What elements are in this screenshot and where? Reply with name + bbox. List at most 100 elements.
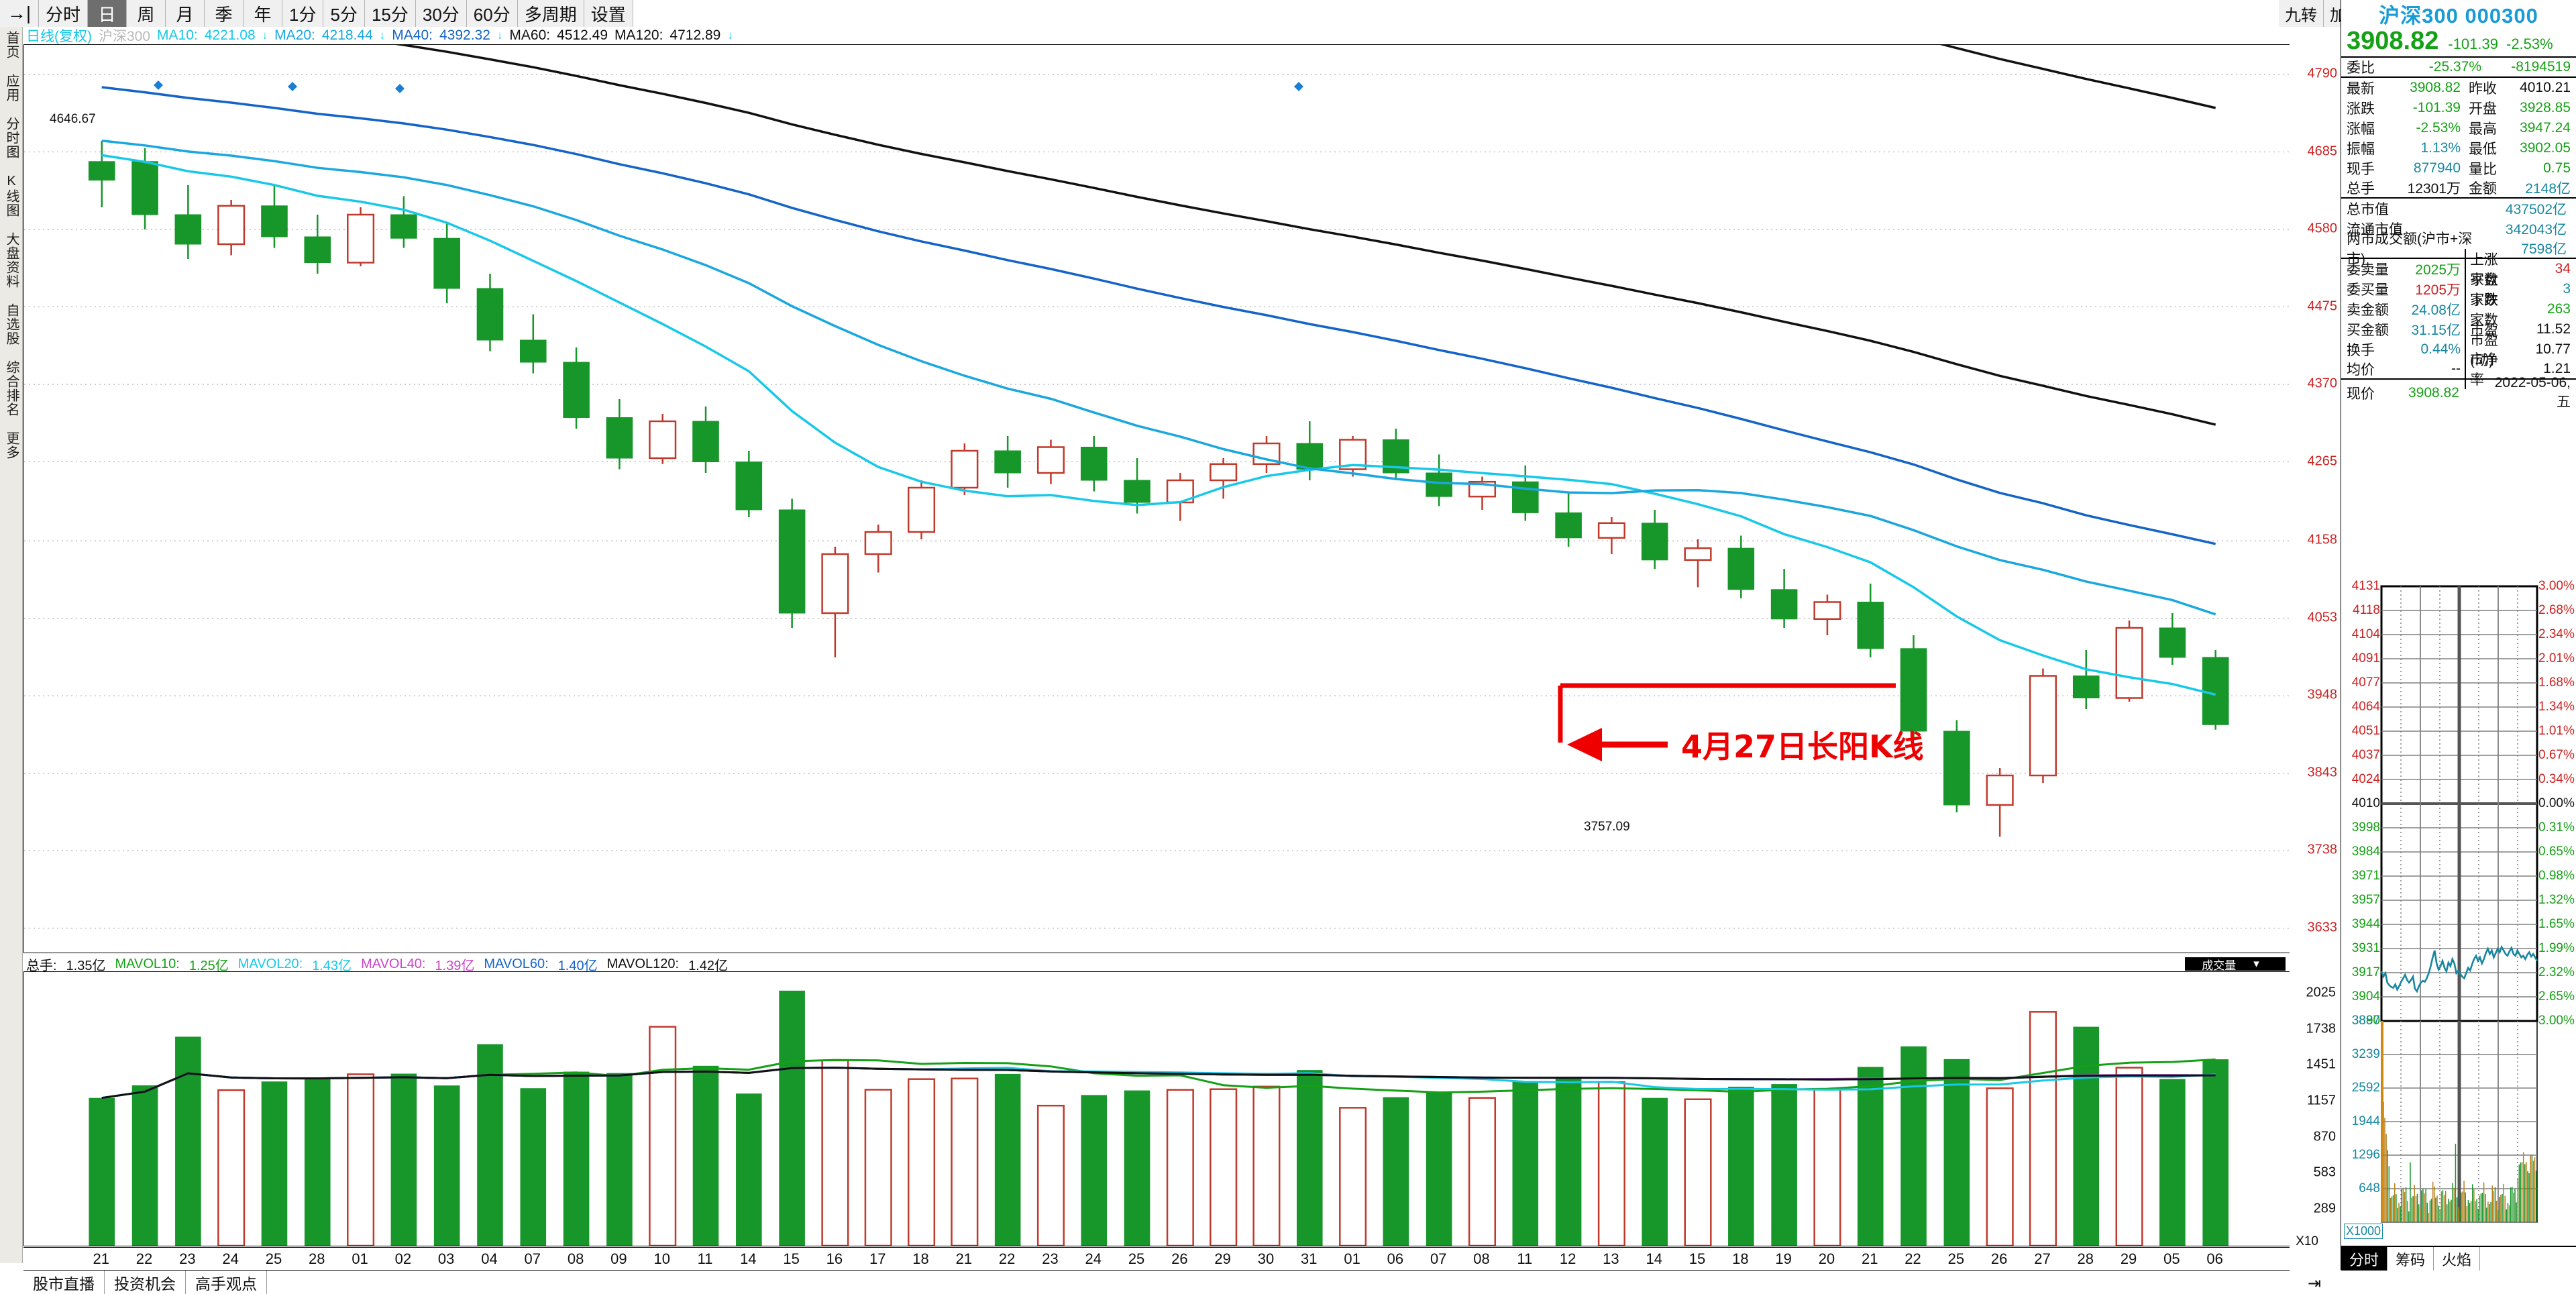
tab-monthly[interactable]: 月 <box>166 0 205 27</box>
quote-row-weibi: 委比 -25.37% -8194519 <box>2341 58 2576 78</box>
volume-axis-label: 1738 <box>2306 1021 2337 1036</box>
quote-value-buyamt: 31.15亿 <box>2411 323 2461 338</box>
price-axis-label: 3948 <box>2307 687 2338 702</box>
bottom-tab-bar: 股市直播 投资机会 高手观点 <box>23 1270 2290 1294</box>
quote-row-floatcap: 流通市值 342043亿 <box>2341 219 2576 239</box>
intraday-percent-label: 1.01% <box>2538 724 2575 738</box>
tab-weekly[interactable]: 周 <box>127 0 166 27</box>
quote-value-floatcap: 342043亿 <box>2505 222 2567 237</box>
nine-turn-button[interactable]: 九转 <box>2279 0 2324 27</box>
chevron-down-icon: ▾ <box>2253 957 2259 970</box>
intraday-volume-label: 3887 <box>2351 1014 2380 1028</box>
date-axis-label: 01 <box>352 1250 368 1267</box>
quote-tab-chips[interactable]: 筹码 <box>2387 1247 2434 1271</box>
ma20-label: MA20: <box>274 28 315 43</box>
volume-chart-pane[interactable] <box>23 971 2290 1246</box>
mavol20-label: MAVOL20: <box>237 956 303 971</box>
tab-market-live[interactable]: 股市直播 <box>23 1271 105 1294</box>
tab-settings[interactable]: 设置 <box>584 0 633 27</box>
quote-row-change: 涨跌 -101.39 开盘 3928.85 <box>2341 98 2576 118</box>
date-axis-label: 02 <box>394 1250 412 1267</box>
price-chart-pane[interactable]: 4646.67 3757.09 4月27日长阳K线 <box>23 44 2290 953</box>
quote-value-buyvol: 1205万 <box>2415 282 2461 298</box>
intraday-percent-label: 0.67% <box>2538 748 2575 762</box>
date-axis-label: 14 <box>1646 1250 1662 1267</box>
quote-tab-intraday[interactable]: 分时 <box>2341 1247 2388 1271</box>
quote-row-latest: 最新 3908.82 昨收 4010.21 <box>2341 78 2576 98</box>
tab-expert-view[interactable]: 高手观点 <box>186 1271 267 1294</box>
quote-key-high: 最高 <box>2469 121 2497 137</box>
intraday-volume-multiplier: X1000 <box>2344 1224 2383 1239</box>
intraday-mini-chart[interactable]: 4131 3.00% 4118 2.68% 4104 2.34% 4091 2.01% 4077… <box>2341 578 2576 1256</box>
tab-quarterly[interactable]: 季 <box>205 0 244 27</box>
sidebar-item-watchlist[interactable]: 自选股 <box>4 303 19 345</box>
quote-tab-flame[interactable]: 火焰 <box>2434 1247 2481 1271</box>
intraday-percent-label: 2.01% <box>2538 651 2575 665</box>
sidebar-item-home[interactable]: 首页 <box>4 31 19 59</box>
sidebar-item-minute-chart[interactable]: 分时图 <box>4 117 19 159</box>
pin-icon[interactable]: ⇥ <box>2307 1275 2321 1293</box>
tab-yearly[interactable]: 年 <box>244 0 283 27</box>
quote-row-marketcap: 总市值 437502亿 <box>2341 199 2576 219</box>
intraday-percent-label: 1.32% <box>2538 893 2575 907</box>
nav-prev-icon[interactable]: →| <box>0 0 39 27</box>
tab-minute[interactable]: 分时 <box>39 0 89 27</box>
ma10-value: 4221.08 <box>204 28 256 43</box>
price-axis-label: 3843 <box>2307 765 2338 780</box>
sidebar-item-market-data[interactable]: 大盘资料 <box>4 232 19 288</box>
tab-1min[interactable]: 1分 <box>282 0 324 27</box>
date-axis-label: 31 <box>1301 1250 1318 1267</box>
quote-key-amplitude: 振幅 <box>2347 142 2375 157</box>
intraday-volume-label: 1944 <box>2351 1114 2380 1128</box>
intraday-price-label: 4037 <box>2351 748 2380 762</box>
quote-value-currentvol: 877940 <box>2413 160 2461 176</box>
mavol10-label: MAVOL10: <box>115 956 180 971</box>
date-axis-label: 08 <box>1473 1250 1490 1267</box>
ma120-arrow-icon: ↓ <box>727 29 733 42</box>
intraday-price-label: 3890 <box>2351 1014 2380 1028</box>
tab-multi-period[interactable]: 多周期 <box>517 0 584 27</box>
date-axis-label: 17 <box>869 1250 886 1267</box>
date-axis-label: 25 <box>1947 1250 1965 1267</box>
tab-15min[interactable]: 15分 <box>364 0 416 27</box>
quote-row-totalvol: 总手 12301万 金额 2148亿 <box>2341 178 2576 199</box>
chart-symbol-label: 沪深300 <box>99 29 151 44</box>
intraday-price-label: 4064 <box>2351 700 2380 714</box>
tab-5min[interactable]: 5分 <box>323 0 365 27</box>
tab-60min[interactable]: 60分 <box>466 0 518 27</box>
date-axis-label: 24 <box>222 1250 239 1267</box>
tab-daily[interactable]: 日 <box>88 0 127 27</box>
volume-total-value: 1.35亿 <box>66 958 106 973</box>
quote-change-percent: -2.53% <box>2506 36 2553 52</box>
mavol60-label: MAVOL60: <box>484 956 549 971</box>
tab-30min[interactable]: 30分 <box>415 0 467 27</box>
first-price-label: 4646.67 <box>50 112 96 126</box>
quote-value-volratio: 0.75 <box>2543 160 2571 176</box>
date-axis-label: 29 <box>2120 1250 2137 1267</box>
quote-key-decliners: 下跌家数 <box>2465 289 2506 329</box>
intraday-percent-label: 3.00% <box>2538 579 2575 593</box>
price-axis-label: 4580 <box>2307 221 2338 236</box>
tab-investment-opportunity[interactable]: 投资机会 <box>105 1271 186 1294</box>
sidebar-item-more[interactable]: 更多 <box>4 431 19 460</box>
price-axis-label: 4685 <box>2307 144 2338 158</box>
mavol120-value: 1.42亿 <box>688 958 729 973</box>
intraday-price-label: 3917 <box>2351 965 2380 979</box>
date-axis-label: 20 <box>1818 1250 1835 1267</box>
intraday-percent-label: 2.34% <box>2538 627 2575 641</box>
date-axis-label: 26 <box>1171 1250 1188 1267</box>
volume-axis-label: 289 <box>2313 1201 2336 1216</box>
date-axis-label: 10 <box>653 1250 670 1267</box>
top-toolbar: →| 分时 日 周 月 季 年 1分 5分 15分 30分 60分 多周期 设置… <box>0 0 2576 27</box>
date-axis-label: 27 <box>2034 1250 2051 1267</box>
ma20-arrow-icon: ↓ <box>379 29 386 42</box>
volume-indicator-selector[interactable]: 成交量 ▾ <box>2185 957 2286 972</box>
quote-change: -101.39 <box>2448 36 2498 52</box>
sidebar-item-ranking[interactable]: 综合排名 <box>4 360 19 417</box>
volume-axis-label: 583 <box>2313 1165 2336 1180</box>
ma120-label: MA120: <box>614 28 663 43</box>
sidebar-item-kline-chart[interactable]: K线图 <box>4 174 19 217</box>
quote-row-currentprice: 现价 3908.82 2022-05-06,五 <box>2341 375 2576 410</box>
sidebar-item-apps[interactable]: 应用 <box>4 74 19 102</box>
date-axis-label: 30 <box>1257 1250 1275 1267</box>
